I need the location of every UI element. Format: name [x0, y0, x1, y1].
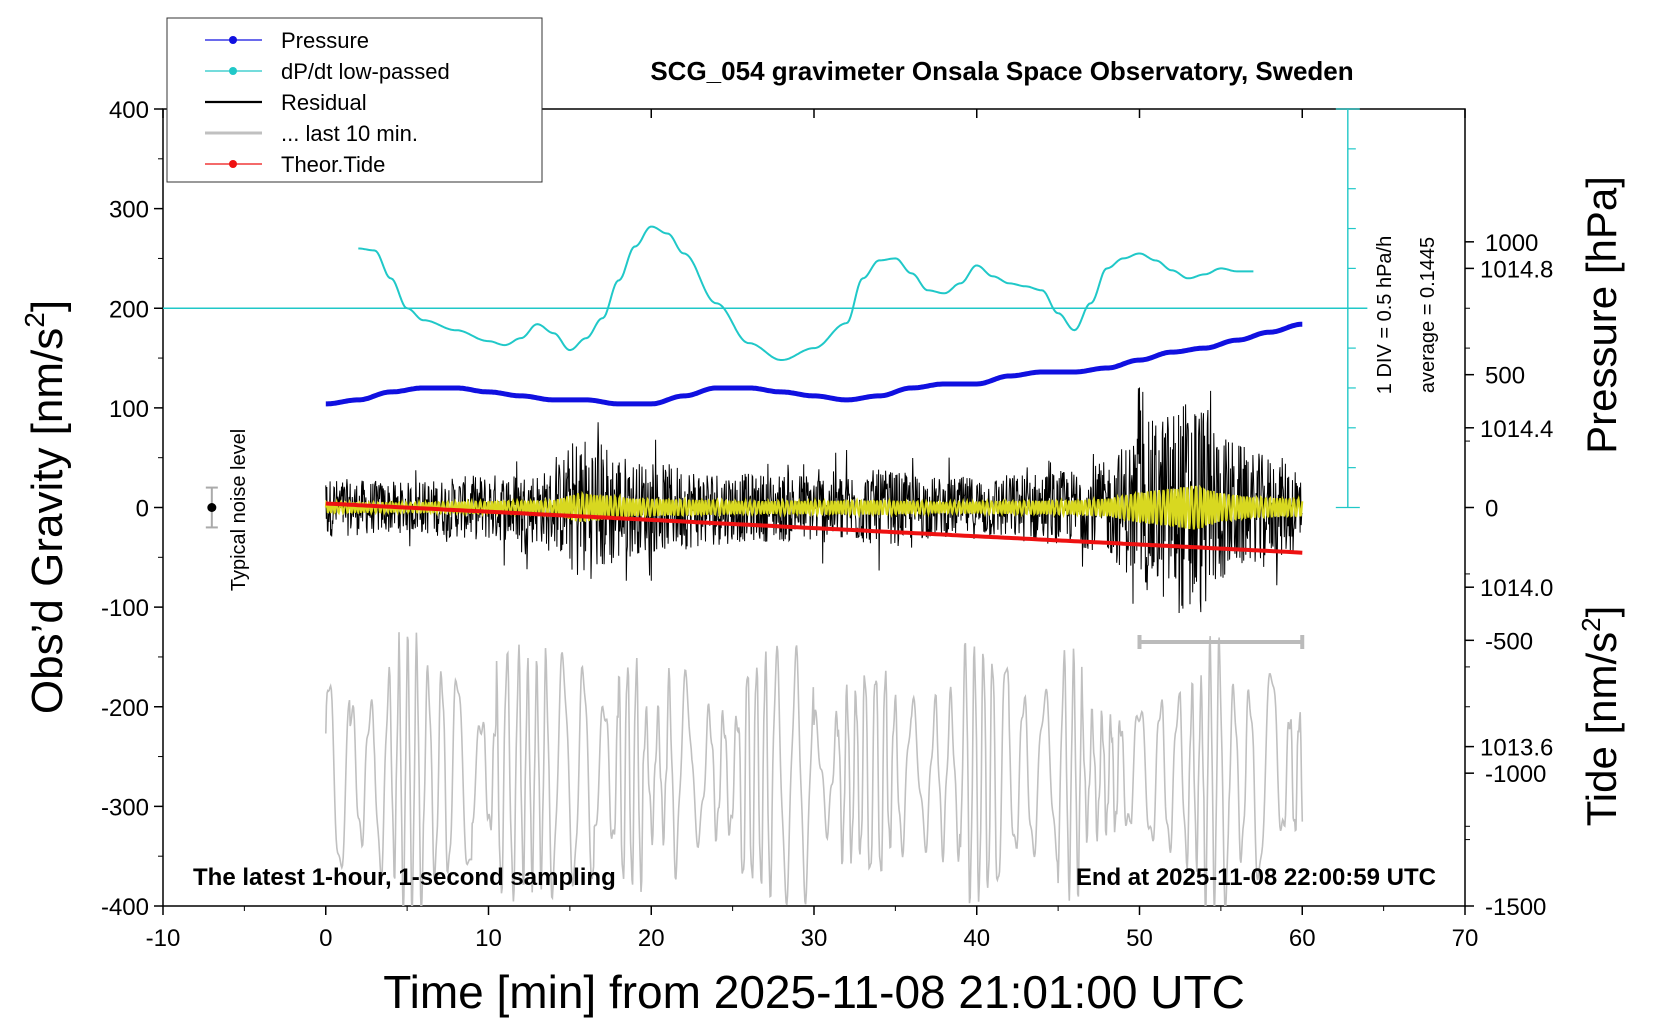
legend-label: Theor.Tide: [281, 152, 385, 177]
tide-tick-label: 0: [1485, 496, 1498, 523]
tide-tick-label: -1000: [1485, 761, 1546, 788]
pressure-tick-label: 1014.4: [1480, 416, 1553, 443]
legend-box: [166, 17, 543, 183]
tide-line: [325, 501, 1303, 555]
y-axis-label-tide: Tide [nm/s2]: [1576, 606, 1625, 827]
legend-label: dP/dt low-passed: [281, 59, 450, 84]
y-tick-label: 300: [109, 197, 149, 224]
y-axis-label-left: Obs’d Gravity [nm/s2]: [19, 300, 72, 714]
tide-tick-label: -500: [1485, 628, 1533, 655]
pressure-line: [325, 321, 1303, 407]
y-axis-label-pressure: Pressure [hPa]: [1578, 176, 1625, 454]
pressure-tick-label: 1013.6: [1480, 735, 1553, 762]
x-tick-label: 30: [801, 925, 828, 952]
x-tick-label: 60: [1289, 925, 1316, 952]
noise-point: [207, 503, 217, 512]
x-tick-label: 20: [638, 925, 665, 952]
y-tick-label: -400: [101, 894, 149, 921]
dpdt-series: [358, 225, 1254, 361]
pressure-axis-ticks: 1014.8 1014.4 1014.0 1013.6: [1465, 256, 1553, 827]
dpdt-line: [358, 225, 1254, 361]
noise-level-label: Typical noise level: [228, 429, 250, 591]
annotation-bottom-right: End at 2025-11-08 22:00:59 UTC: [1076, 864, 1436, 891]
annotation-bottom-left: The latest 1-hour, 1-second sampling: [193, 864, 616, 891]
y-tick-label: -100: [101, 595, 149, 622]
dpdt-scale-div-label: 1 DIV = 0.5 hPa/h: [1374, 236, 1396, 394]
residual-filtered-series: [324, 484, 1304, 530]
y-tick-label: -300: [101, 794, 149, 821]
pressure-series: [325, 321, 1303, 407]
legend-swatch-dot: [229, 160, 237, 168]
last10-line: [325, 632, 1304, 906]
dpdt-scale-avg-label: average = 0.1445: [1417, 237, 1439, 393]
x-tick-label: 70: [1452, 925, 1479, 952]
legend-swatch-dot: [229, 67, 237, 75]
x-axis-ticks: -10 0 10 20 30 40 50 60 70: [146, 109, 1479, 952]
chart-title: SCG_054 gravimeter Onsala Space Observat…: [650, 56, 1353, 86]
x-axis-label: Time [min] from 2025-11-08 21:01:00 UTC: [383, 966, 1245, 1018]
x-tick-label: 0: [319, 925, 332, 952]
x-tick-label: 10: [475, 925, 502, 952]
tide-tick-label: -1500: [1485, 894, 1546, 921]
residual-filtered-line: [324, 484, 1304, 530]
last10-bar: [1137, 634, 1305, 649]
legend-label: Residual: [281, 90, 367, 115]
tide-tick-label: 500: [1485, 363, 1525, 390]
tide-axis-ticks: 1000 500 0 -500 -1000 -1500: [1465, 230, 1546, 921]
legend-swatch-dot: [229, 36, 237, 44]
last10-series: [325, 632, 1304, 906]
x-tick-label: 50: [1126, 925, 1153, 952]
y-tick-label: 100: [109, 396, 149, 423]
legend-label: ... last 10 min.: [281, 121, 418, 146]
dpdt-scale: [163, 108, 1368, 509]
legend-label: Pressure: [281, 28, 369, 53]
x-tick-label: -10: [146, 925, 181, 952]
y-tick-label: -200: [101, 695, 149, 722]
tide-series: [325, 501, 1303, 555]
pressure-tick-label: 1014.8: [1480, 256, 1553, 283]
pressure-tick-label: 1014.0: [1480, 575, 1553, 602]
x-tick-label: 40: [963, 925, 990, 952]
legend: Pressure dP/dt low-passed Residual ... last…: [166, 17, 543, 183]
y-tick-label: 400: [109, 97, 149, 124]
y-axis-ticks: 400 300 200 100 0 -100 -200 -300 -400: [101, 97, 163, 921]
y-tick-label: 0: [136, 496, 149, 523]
noise-level-marker: [205, 486, 218, 529]
tide-tick-label: 1000: [1485, 230, 1538, 257]
y-tick-label: 200: [109, 296, 149, 323]
